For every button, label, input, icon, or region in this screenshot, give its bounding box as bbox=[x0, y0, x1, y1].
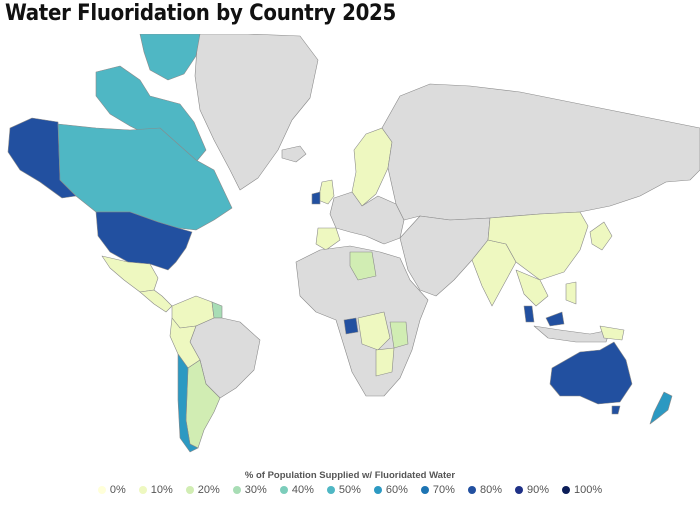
legend-label: 50% bbox=[338, 484, 361, 496]
legend-item: 50% bbox=[326, 484, 361, 496]
country-tanzania-malawi[interactable] bbox=[375, 347, 395, 377]
legend-item: 80% bbox=[467, 484, 502, 496]
region-scandinavia[interactable] bbox=[351, 127, 393, 207]
country-papua-new-guinea[interactable] bbox=[599, 325, 625, 341]
country-iceland[interactable] bbox=[281, 145, 307, 163]
country-alaska[interactable] bbox=[7, 117, 77, 199]
legend-swatch bbox=[467, 486, 476, 494]
legend-swatch bbox=[373, 486, 382, 494]
country-malaysia[interactable] bbox=[523, 305, 565, 327]
country-iberia[interactable] bbox=[315, 227, 341, 251]
legend-swatch bbox=[420, 486, 429, 494]
legend-swatch bbox=[562, 486, 571, 494]
legend-item: 90% bbox=[514, 484, 550, 496]
region-russia-asia[interactable] bbox=[381, 83, 700, 221]
legend-items: 0% 10% 20% 30% 40% 50% 60% 70% 80% 90% 100% bbox=[0, 484, 700, 496]
legend-item: 30% bbox=[232, 484, 267, 496]
country-korea-japan[interactable] bbox=[589, 221, 613, 251]
country-gabon[interactable] bbox=[343, 317, 359, 335]
country-libya[interactable] bbox=[349, 251, 377, 281]
country-congo[interactable] bbox=[357, 311, 391, 351]
legend-swatch bbox=[97, 486, 106, 494]
country-philippines[interactable] bbox=[565, 281, 577, 305]
country-canada-arctic[interactable] bbox=[139, 34, 201, 81]
country-ireland[interactable] bbox=[311, 191, 321, 205]
legend-swatch bbox=[232, 486, 241, 494]
legend-item: 20% bbox=[185, 484, 220, 496]
legend-item: 10% bbox=[138, 484, 173, 496]
legend-label: 20% bbox=[197, 484, 220, 496]
legend-label: 70% bbox=[432, 484, 455, 496]
legend-label: 10% bbox=[150, 484, 173, 496]
legend-item: 40% bbox=[279, 484, 314, 496]
country-china[interactable] bbox=[487, 211, 589, 281]
country-kenya-region[interactable] bbox=[389, 321, 409, 349]
country-new-zealand[interactable] bbox=[649, 391, 673, 425]
legend-label: 40% bbox=[291, 484, 314, 496]
map-legend: % of Population Supplied w/ Fluoridated … bbox=[0, 470, 700, 496]
legend-swatch bbox=[514, 486, 523, 494]
legend-label: 30% bbox=[244, 484, 267, 496]
legend-item: 0% bbox=[97, 484, 126, 496]
legend-label: 0% bbox=[109, 484, 126, 496]
country-usa[interactable] bbox=[95, 211, 193, 271]
legend-label: 60% bbox=[385, 484, 408, 496]
legend-item: 100% bbox=[562, 484, 602, 496]
country-tasmania[interactable] bbox=[611, 405, 621, 415]
legend-swatch bbox=[279, 486, 288, 494]
legend-label: 90% bbox=[526, 484, 550, 496]
legend-item: 60% bbox=[373, 484, 408, 496]
legend-swatch bbox=[185, 486, 194, 494]
country-canada-islands[interactable] bbox=[95, 65, 207, 163]
country-chile[interactable] bbox=[177, 353, 199, 453]
legend-label: 100% bbox=[574, 484, 603, 496]
legend-swatch bbox=[138, 486, 147, 494]
legend-item: 70% bbox=[420, 484, 455, 496]
country-canada[interactable] bbox=[57, 123, 233, 231]
legend-title: % of Population Supplied w/ Fluoridated … bbox=[244, 470, 456, 481]
country-australia[interactable] bbox=[549, 341, 633, 405]
world-choropleth-map bbox=[0, 34, 700, 464]
legend-swatch bbox=[326, 486, 335, 494]
legend-label: 80% bbox=[479, 484, 502, 496]
region-southeast-asia[interactable] bbox=[515, 269, 549, 307]
country-greenland[interactable] bbox=[194, 34, 319, 191]
page-title: Water Fluoridation by Country 2025 bbox=[5, 1, 396, 26]
